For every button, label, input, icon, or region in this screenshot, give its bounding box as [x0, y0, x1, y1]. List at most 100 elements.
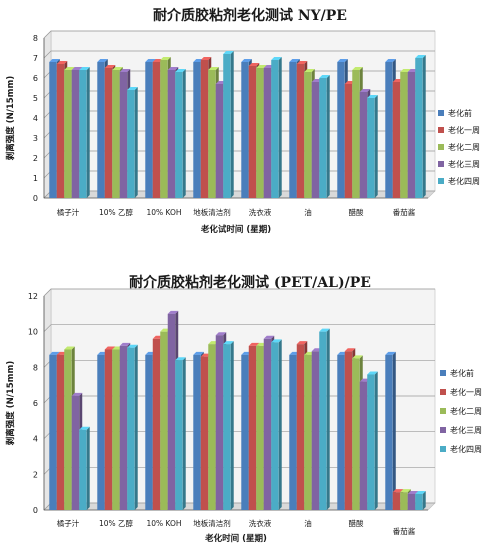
bar-front [215, 335, 224, 510]
bar-top [415, 490, 426, 494]
bar-side [182, 69, 186, 198]
y-tick-label: 12 [28, 292, 38, 301]
bar [271, 57, 282, 198]
bar-top [145, 59, 156, 62]
bar-side [422, 490, 426, 510]
legend-swatch [438, 178, 444, 184]
bar-side [278, 57, 282, 198]
bar-top [56, 61, 68, 64]
bar-top [49, 351, 60, 355]
bar [415, 55, 426, 198]
bar-front [152, 62, 161, 198]
bar-top [304, 69, 315, 72]
bar-front [97, 62, 105, 198]
legend-label: 老化一周 [448, 125, 480, 135]
legend-swatch [440, 370, 446, 376]
legend-swatch [438, 144, 444, 150]
bar-front [400, 72, 408, 198]
bar-side [86, 426, 90, 510]
bar [223, 341, 234, 510]
bar-top [352, 67, 363, 70]
bar-top [248, 63, 260, 66]
bar-front [263, 68, 272, 198]
bar-top [208, 67, 219, 70]
y-tick-label: 3 [33, 134, 38, 143]
bar-front [167, 313, 176, 510]
y-tick-label: 1 [33, 174, 38, 183]
gridline [43, 288, 435, 297]
bar-top [256, 65, 267, 68]
bar-top [392, 489, 404, 493]
bar-front [56, 64, 65, 198]
y-tick-label: 8 [33, 34, 38, 43]
bar-top [167, 310, 179, 314]
bar-front [296, 344, 305, 510]
bar-top [271, 57, 282, 60]
bar-side [326, 75, 330, 198]
x-axis-title: 老化时间 (星期) [204, 533, 267, 544]
chart-title: 耐介质胶粘剂老化测试 (PET/AL)/PE [129, 274, 371, 291]
bar-front [160, 331, 168, 510]
x-tick-label: 番茄酱 [393, 207, 416, 217]
legend-swatch [440, 389, 446, 395]
bar-front [367, 374, 375, 510]
bar-top [127, 344, 138, 348]
bar-front [256, 345, 264, 510]
bar-top [215, 332, 227, 336]
bar-front [304, 72, 312, 198]
gridline [43, 50, 435, 59]
bar-side [326, 328, 330, 510]
bar-top [119, 342, 131, 346]
bar-front [223, 344, 231, 510]
bar-front [248, 66, 257, 198]
bar-side [230, 341, 234, 510]
bar [223, 51, 234, 198]
bar [385, 351, 396, 510]
bar-top [167, 67, 179, 70]
chart-title: 耐介质胶粘剂老化测试 NY/PE [153, 7, 347, 24]
bar-front [175, 360, 183, 510]
y-tick-label: 8 [33, 363, 38, 372]
bar-top [352, 355, 363, 359]
bar-front [407, 493, 416, 510]
bar-side [278, 339, 282, 510]
bar [79, 67, 90, 198]
x-tick-label: 地板清洁剂 [193, 207, 231, 217]
bar-front [289, 354, 297, 510]
y-axis-title: 剥离强度 (N/15mm) [5, 361, 16, 446]
bar-top [127, 87, 138, 90]
bar-front [359, 381, 368, 510]
bar [271, 339, 282, 510]
y-tick-label: 4 [33, 435, 38, 444]
bar [127, 344, 138, 510]
bar-front [200, 356, 209, 510]
bar-top [193, 351, 204, 355]
bar-front [256, 68, 264, 198]
bar-top [337, 59, 348, 62]
bar-front [175, 72, 183, 198]
legend-label: 老化前 [450, 368, 474, 378]
bar-front [200, 60, 209, 198]
bar-top [319, 328, 330, 332]
bar-front [145, 62, 153, 198]
bar-front [385, 62, 393, 198]
legend-swatch [438, 110, 444, 116]
y-tick-label: 7 [33, 54, 38, 63]
bar [319, 75, 330, 198]
bar-top [104, 65, 116, 68]
bar-top [64, 67, 75, 70]
y-tick-label: 6 [33, 74, 38, 83]
bar-top [71, 67, 83, 70]
bar-front [248, 345, 257, 510]
legend-swatch [438, 127, 444, 133]
legend-swatch [440, 408, 446, 414]
bar-front [415, 493, 423, 510]
bar-side [392, 351, 396, 510]
bar-front [193, 354, 201, 510]
bar-top [319, 75, 330, 78]
y-tick-label: 2 [33, 470, 38, 479]
bar-top [296, 61, 308, 64]
bar-front [64, 349, 72, 510]
x-tick-label: 10% 乙醇 [99, 518, 134, 528]
